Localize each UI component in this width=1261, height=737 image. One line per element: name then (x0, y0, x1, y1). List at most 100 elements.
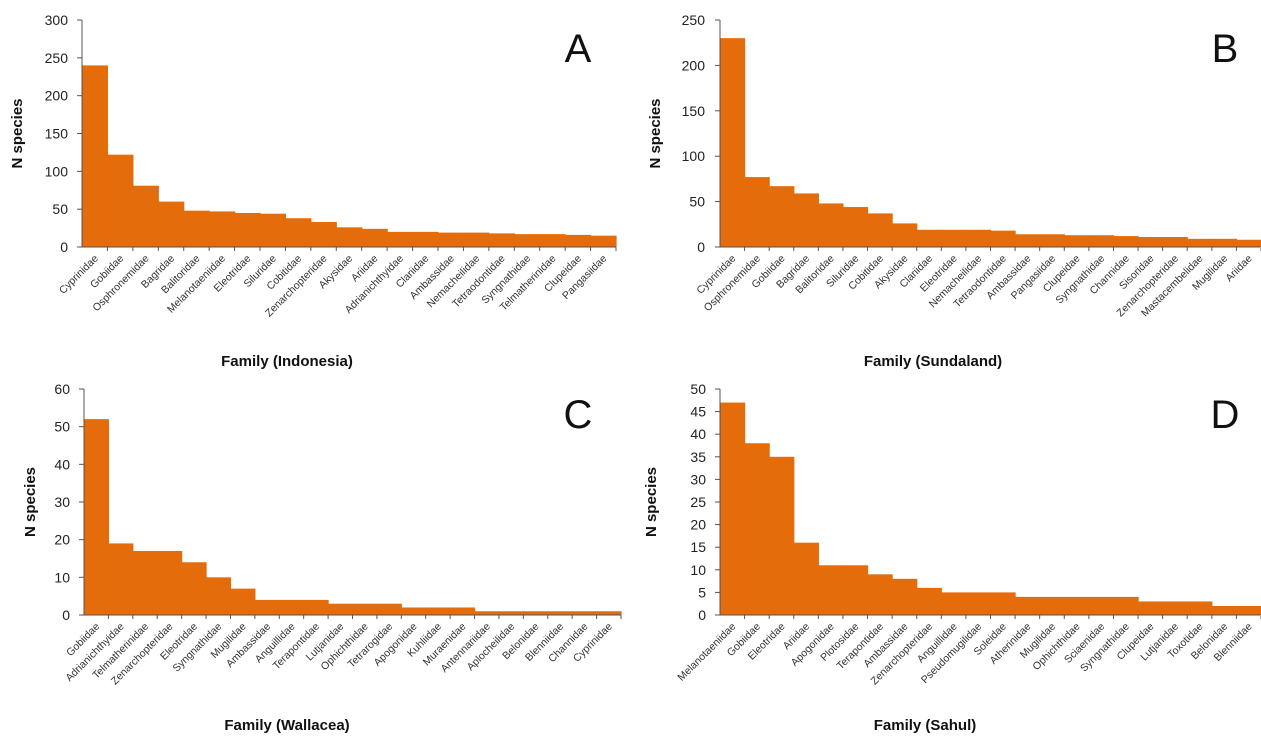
bar-balitoridae (183, 210, 210, 247)
bar-pangasiidae (1039, 234, 1065, 247)
bar-balitoridae (818, 203, 844, 247)
bar-eleotridae (941, 229, 967, 247)
bar-atherinidae (1015, 596, 1041, 615)
bar-terapontidae (867, 574, 893, 615)
bar-ariidae (1236, 239, 1261, 247)
y-tick-label: 25 (690, 494, 706, 510)
bar-muraenidae (450, 607, 476, 615)
x-axis-label: Family (Indonesia) (221, 353, 353, 370)
bar-ambassidae (1015, 234, 1041, 247)
bar-apogonidae (818, 565, 844, 615)
y-tick-label: 150 (45, 126, 69, 142)
y-tick-label: 250 (45, 50, 69, 66)
bar-terapontidae (303, 599, 329, 615)
bar-sciaenidae (1088, 596, 1115, 615)
bar-gobiidae (84, 419, 110, 615)
bar-gobiidae (769, 186, 795, 247)
bar-melanotaeniidae (720, 402, 746, 615)
bar-mugilidae (1039, 596, 1065, 615)
bar-anguillidae (279, 599, 305, 615)
bar-blenniidae (547, 611, 573, 615)
bar-pseudomugilidae (965, 592, 992, 615)
y-tick-label: 0 (697, 239, 705, 255)
bar-nemacheilidae (965, 229, 992, 247)
bar-eleotridae (234, 212, 261, 247)
bar-cobitidae (285, 218, 312, 247)
y-tick-label: 35 (690, 449, 706, 465)
bar-bagridae (158, 201, 185, 247)
y-tick-label: 40 (54, 456, 70, 472)
bar-clariidae (916, 229, 942, 247)
y-tick-label: 30 (54, 494, 70, 510)
y-tick-label: 50 (54, 419, 70, 435)
bar-pangasiidae (590, 235, 617, 247)
bar-toxotidae (1187, 601, 1213, 615)
bar-akysidae (892, 223, 918, 247)
y-tick-label: 100 (682, 148, 706, 164)
bar-kuhliidae (425, 607, 451, 615)
y-tick-label: 150 (682, 103, 706, 119)
bar-zenarchopteridae (157, 550, 183, 615)
bar-siluridae (260, 213, 287, 247)
y-tick-label: 100 (45, 163, 69, 179)
chart-panel-a: 050100150200250300CyprinidaeGobiidaeOsph… (9, 12, 617, 370)
bar-zenarchopteridae (916, 587, 942, 615)
bar-zenarchopteridae (1162, 237, 1188, 247)
bar-belonidae (1211, 605, 1238, 615)
bar-adrianichthyidae (387, 231, 414, 247)
bar-gobiidae (744, 443, 770, 615)
bar-cobitidae (867, 213, 893, 247)
panel-letter: A (565, 27, 592, 71)
y-tick-label: 300 (45, 12, 69, 28)
bar-clupeidae (1138, 601, 1164, 615)
panel-letter: C (564, 393, 593, 437)
bar-ambassidae (438, 232, 465, 247)
bar-ariidae (361, 228, 388, 247)
y-tick-label: 50 (690, 381, 706, 397)
bar-antennariidae (474, 611, 500, 615)
y-tick-label: 30 (690, 471, 706, 487)
bar-adrianichthyidae (108, 543, 134, 615)
y-tick-label: 10 (690, 562, 706, 578)
bar-mastacembelidae (1187, 238, 1213, 247)
bar-syngnathidae (1088, 235, 1115, 247)
y-tick-label: 15 (690, 539, 706, 555)
bar-ariidae (793, 542, 819, 615)
bar-ambassidae (892, 578, 918, 615)
y-axis-label: N species (647, 98, 664, 168)
bar-syngnathidae (514, 234, 541, 247)
bar-syngnathidae (206, 577, 232, 615)
y-axis-label: N species (22, 467, 39, 537)
y-tick-label: 0 (698, 607, 706, 623)
bar-apogonidae (401, 607, 427, 615)
bar-tetraodontidae (990, 230, 1016, 247)
bar-bagridae (793, 193, 819, 247)
bar-tetraodontidae (488, 233, 515, 247)
bar-clariidae (412, 231, 439, 247)
bar-plotosidae (842, 565, 869, 615)
y-tick-label: 10 (54, 569, 70, 585)
bar-belonidae (523, 611, 549, 615)
x-tick-label: Ariidae (1223, 253, 1255, 285)
bar-lutjanidae (1162, 601, 1188, 615)
bar-melanotaeniidae (209, 211, 236, 247)
y-tick-label: 0 (62, 607, 70, 623)
bar-blenniidae (1236, 605, 1261, 615)
y-tick-label: 50 (689, 194, 705, 210)
bar-cyprinidae (720, 38, 746, 247)
bar-soleidae (990, 592, 1016, 615)
bar-lutjanidae (328, 603, 354, 615)
bar-clupeidae (1064, 235, 1090, 247)
bar-cyprinidae (82, 65, 109, 248)
y-tick-label: 200 (45, 88, 69, 104)
y-tick-label: 20 (690, 517, 706, 533)
bar-mugilidae (230, 588, 256, 615)
y-tick-label: 5 (698, 584, 706, 600)
x-axis-label: Family (Sahul) (874, 717, 977, 734)
x-axis-label: Family (Sundaland) (864, 353, 1002, 370)
bar-sisoridae (1138, 237, 1164, 247)
panel-letter: D (1211, 393, 1240, 437)
x-axis-label: Family (Wallacea) (224, 717, 349, 734)
bar-ophichthidae (352, 603, 378, 615)
